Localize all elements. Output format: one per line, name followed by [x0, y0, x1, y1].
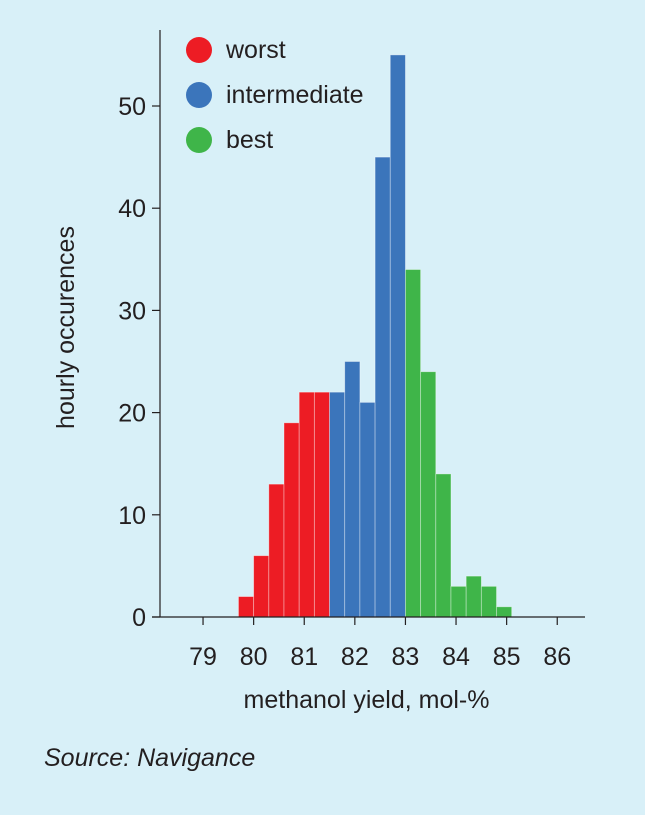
bar-best-4	[465, 575, 482, 618]
bar-intermediate-4	[389, 54, 406, 618]
y-tick-label-30: 30	[118, 297, 146, 325]
y-axis-title: hourly occurences	[52, 226, 80, 429]
histogram-bars	[238, 54, 513, 618]
x-tick-label-86: 86	[543, 643, 571, 671]
x-tick-label-83: 83	[392, 643, 420, 671]
x-tick-label-85: 85	[493, 643, 521, 671]
x-tick-label-80: 80	[240, 643, 268, 671]
legend-marker-worst	[186, 37, 212, 63]
bar-best-3	[450, 585, 467, 618]
bar-best-5	[480, 585, 497, 618]
bar-worst-0	[238, 596, 255, 618]
legend-label-best: best	[226, 126, 273, 154]
x-tick-label-79: 79	[189, 643, 217, 671]
bar-worst-4	[298, 391, 315, 618]
bar-worst-1	[253, 555, 270, 618]
bar-best-6	[496, 606, 513, 618]
bar-worst-2	[268, 483, 285, 618]
y-tick-label-40: 40	[118, 195, 146, 223]
bar-intermediate-0	[329, 391, 346, 618]
y-tick-label-0: 0	[132, 604, 146, 632]
bar-worst-3	[283, 422, 300, 618]
bar-intermediate-2	[359, 401, 376, 618]
source-caption: Source: Navigance	[44, 744, 256, 772]
histogram-chart: 0 10 20 30 40 50 79 80 81 82 83 84 85 86 worst interme…	[52, 30, 585, 714]
x-tick-label-81: 81	[290, 643, 318, 671]
x-tick-label-82: 82	[341, 643, 369, 671]
legend-label-intermediate: intermediate	[226, 81, 364, 109]
bar-best-1	[420, 371, 437, 618]
y-tick-label-10: 10	[118, 502, 146, 530]
bar-intermediate-1	[344, 361, 361, 618]
y-tick-label-50: 50	[118, 93, 146, 121]
bar-worst-5	[313, 391, 330, 618]
x-tick-label-84: 84	[442, 643, 470, 671]
legend-label-worst: worst	[225, 36, 286, 64]
bar-best-0	[405, 269, 422, 618]
legend-marker-best	[186, 127, 212, 153]
chart-axes: 0 10 20 30 40 50 79 80 81 82 83 84 85 86	[118, 30, 585, 671]
chart-legend: worst intermediate best	[186, 36, 364, 154]
x-axis-title: methanol yield, mol-%	[244, 686, 490, 714]
bar-best-2	[435, 473, 452, 618]
y-tick-label-20: 20	[118, 400, 146, 428]
legend-marker-intermediate	[186, 82, 212, 108]
bar-intermediate-3	[374, 156, 391, 618]
